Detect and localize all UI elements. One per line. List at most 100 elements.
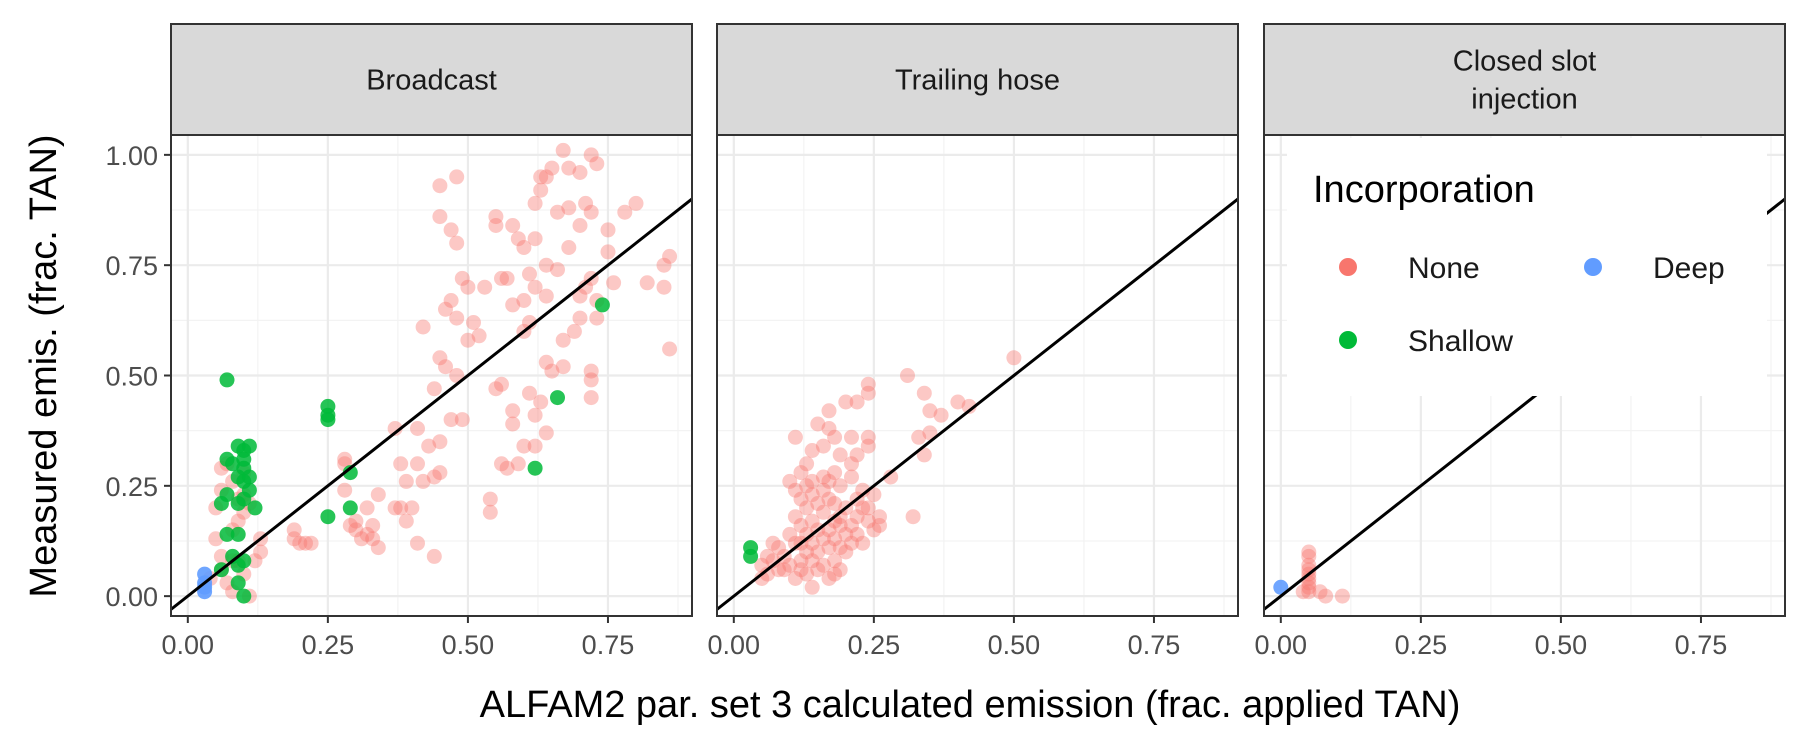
data-point-none — [415, 473, 431, 489]
data-point-none — [1301, 557, 1317, 573]
data-point-none — [426, 381, 442, 397]
data-point-shallow — [241, 438, 257, 454]
data-point-none — [787, 509, 803, 525]
data-point-none — [1301, 548, 1317, 564]
data-point-none — [454, 412, 470, 428]
x-tick-label: 0.00 — [162, 630, 215, 660]
data-point-none — [438, 301, 453, 317]
data-point-none — [460, 279, 476, 295]
data-point-none — [793, 465, 809, 481]
data-point-none — [477, 279, 493, 295]
data-point-none — [488, 218, 504, 233]
data-point-none — [432, 434, 448, 450]
data-point-none — [754, 571, 770, 586]
data-point-none — [538, 257, 554, 273]
data-point-none — [617, 204, 633, 220]
data-point-none — [821, 403, 837, 419]
data-point-none — [771, 540, 787, 556]
data-point-none — [849, 509, 865, 525]
data-point-none — [1312, 584, 1328, 600]
data-point-none — [855, 482, 871, 498]
data-point-none — [933, 407, 949, 423]
y-tick-label: 0.00 — [105, 582, 158, 612]
x-tick-label: 0.75 — [582, 630, 635, 660]
data-point-none — [860, 438, 876, 454]
data-point-none — [482, 504, 498, 520]
data-point-none — [337, 451, 353, 467]
data-point-none — [765, 535, 781, 551]
data-point-none — [510, 456, 526, 472]
data-point-none — [804, 579, 820, 595]
data-point-none — [883, 469, 899, 485]
data-point-none — [365, 518, 381, 533]
data-point-none — [387, 421, 403, 436]
data-point-none — [538, 169, 554, 185]
data-point-none — [911, 429, 927, 445]
data-point-shallow — [230, 496, 246, 511]
data-point-none — [844, 456, 859, 472]
data-point-none — [550, 262, 565, 278]
data-point-none — [544, 160, 560, 176]
data-point-none — [815, 438, 831, 454]
y-tick-label: 0.25 — [105, 472, 158, 502]
x-axis-title: ALFAM2 par. set 3 calculated emission (f… — [480, 684, 1461, 726]
data-point-none — [466, 315, 481, 330]
data-point-shallow — [230, 526, 246, 542]
data-point-none — [759, 566, 775, 582]
data-point-none — [950, 394, 966, 410]
data-point-shallow — [320, 509, 336, 525]
data-point-none — [1301, 575, 1317, 591]
y-tick-label: 0.50 — [105, 362, 158, 392]
data-point-shallow — [594, 297, 610, 313]
data-point-shallow — [550, 390, 565, 406]
data-point-none — [449, 169, 465, 185]
data-point-none — [827, 531, 843, 547]
data-point-shallow — [219, 372, 235, 388]
data-point-none — [471, 328, 487, 344]
data-point-none — [838, 394, 854, 410]
data-point-none — [488, 381, 504, 397]
data-point-shallow — [236, 588, 252, 604]
data-point-none — [849, 394, 865, 410]
data-point-none — [583, 390, 599, 406]
data-point-none — [505, 297, 521, 313]
data-point-none — [838, 526, 854, 542]
data-point-none — [1006, 350, 1022, 366]
legend-key-none — [1339, 258, 1357, 276]
data-point-none — [527, 438, 543, 454]
data-point-none — [213, 548, 229, 564]
legend-label-none: None — [1408, 252, 1480, 285]
data-point-shallow — [219, 526, 235, 542]
data-point-none — [583, 147, 599, 163]
data-point-none — [821, 540, 837, 556]
data-point-none — [810, 496, 826, 511]
data-point-none — [398, 513, 414, 529]
data-point-none — [827, 553, 843, 569]
data-point-none — [793, 491, 809, 507]
facet-strip-label: Trailing hose — [895, 65, 1060, 97]
data-point-none — [449, 235, 465, 251]
data-point-none — [303, 535, 319, 551]
data-point-none — [782, 526, 798, 542]
data-point-none — [787, 535, 803, 551]
data-point-none — [832, 478, 848, 494]
data-point-none — [494, 456, 509, 472]
data-point-none — [827, 513, 843, 529]
data-point-none — [449, 310, 465, 326]
data-point-none — [771, 562, 787, 578]
facet-strip — [170, 23, 693, 136]
data-point-none — [583, 363, 599, 379]
data-point-none — [533, 169, 549, 185]
data-point-none — [370, 540, 386, 556]
data-point-none — [561, 200, 577, 216]
data-point-shallow — [213, 496, 229, 511]
data-point-none — [438, 359, 453, 375]
data-point-none — [872, 518, 887, 533]
data-point-none — [426, 548, 442, 564]
data-point-none — [555, 332, 571, 348]
data-point-none — [804, 487, 820, 503]
data-point-none — [555, 359, 571, 375]
data-point-none — [1318, 588, 1334, 604]
data-point-none — [1301, 562, 1317, 578]
data-point-none — [821, 522, 837, 538]
